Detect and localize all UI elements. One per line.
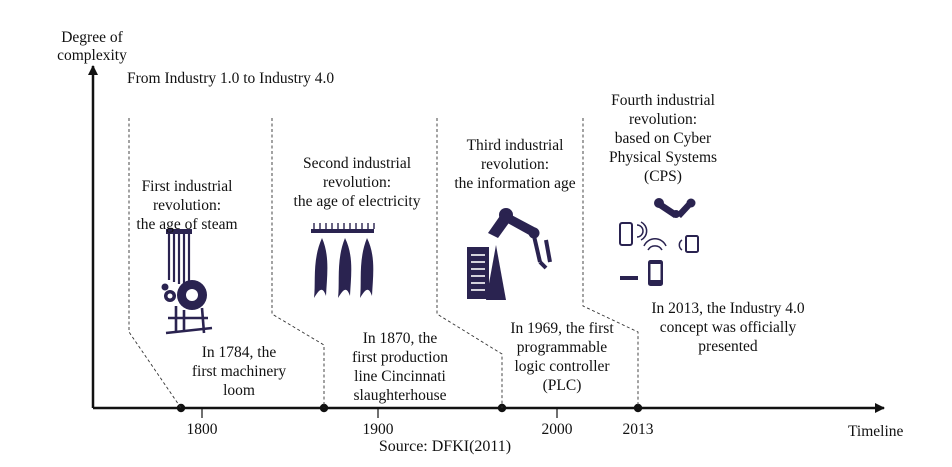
robot-arm-icon — [467, 208, 552, 300]
cyber-physical-icon — [619, 198, 699, 286]
tick-label-2000: 2000 — [541, 421, 573, 438]
stage-3-title: Third industrial revolution: the informa… — [454, 137, 576, 192]
stage-1-title: First industrial revolution: the age of … — [136, 178, 238, 233]
y-axis-label: Degree of complexity — [57, 29, 127, 64]
stage-4-milestone: In 2013, the Industry 4.0 concept was of… — [651, 300, 805, 355]
stage-boundaries — [128, 118, 639, 409]
stage-1-milestone: In 1784, the first machinery loom — [191, 344, 287, 399]
stage-3-boundary — [436, 118, 503, 408]
source-caption: Source: DFKI(2011) — [378, 438, 512, 455]
stage-4-title: Fourth industrial revolution: based on C… — [608, 92, 718, 185]
x-axis-label: Timeline — [848, 423, 904, 440]
steam-loom-icon — [161, 229, 213, 335]
tick-label-1800: 1800 — [186, 421, 218, 438]
stage-1-boundary — [128, 118, 182, 409]
stage-4-boundary — [582, 118, 639, 408]
event-dot-1784 — [176, 403, 186, 413]
stage-2-milestone: In 1870, the first production line Cinci… — [352, 330, 448, 404]
stage-3-milestone: In 1969, the first programmable logic co… — [510, 320, 614, 394]
tick-label-2013: 2013 — [622, 421, 654, 438]
stage-2-boundary — [271, 118, 325, 408]
stage-2-title: Second industrial revolution: the age of… — [293, 155, 421, 210]
tick-label-1900: 1900 — [362, 421, 394, 438]
x-ticks — [201, 408, 558, 418]
production-line-icon — [311, 223, 375, 298]
diagram-title: From Industry 1.0 to Industry 4.0 — [127, 70, 335, 87]
